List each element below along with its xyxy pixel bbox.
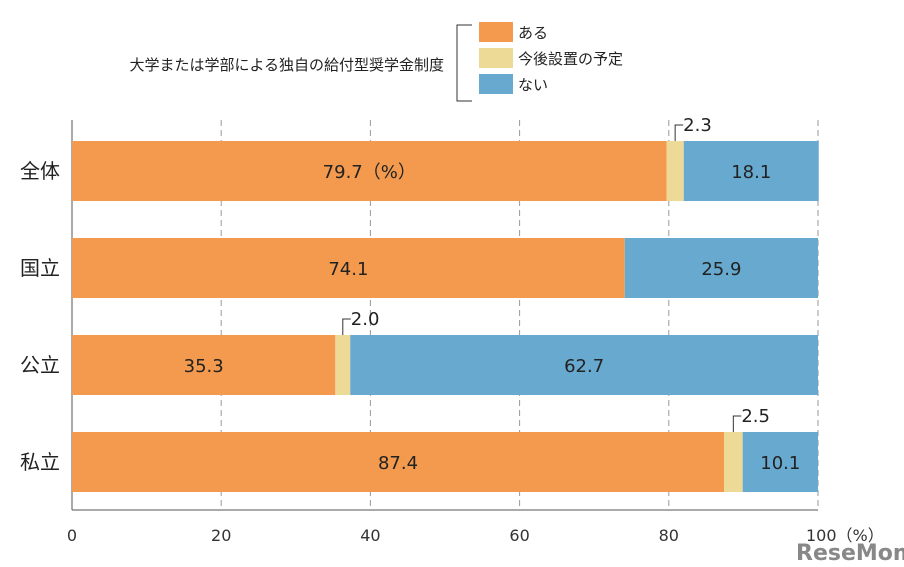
data-label: 2.0 [351,309,380,330]
leader-line [674,124,684,141]
category-label: 全体 [20,159,60,183]
legend-swatch [479,48,513,68]
bar-segment [72,335,336,395]
category-label: 公立 [20,353,60,377]
watermark-logo: ReseMom [796,541,904,566]
category-label: 私立 [20,450,60,474]
legend-swatch [479,74,513,94]
bar-segment [72,238,625,298]
category-label: 国立 [20,256,60,280]
bar-segment [72,141,667,201]
x-tick-label: 0 [67,526,77,545]
bar-segment [72,432,725,492]
bar-segment [666,141,684,201]
data-label: 62.7 [564,356,604,377]
legend-label: ある [518,24,548,42]
data-label: 18.1 [731,162,771,183]
legend-label: 今後設置の予定 [518,50,623,68]
data-label: 87.4 [378,453,418,474]
data-label: 35.3 [184,356,224,377]
data-label: 2.5 [741,406,770,427]
data-label: 74.1 [328,259,368,280]
chart-title: 大学または学部による独自の給付型奨学金制度 [129,56,444,74]
bar-segment [742,432,818,492]
x-tick-label: 100（%） [806,526,884,545]
data-label: 10.1 [760,453,800,474]
bar-segment [624,238,818,298]
data-label: 25.9 [701,259,741,280]
data-label: 2.3 [683,115,712,136]
bar-segment [683,141,819,201]
legend-bracket [456,24,472,102]
bar-segment [335,335,351,395]
bar-segment [724,432,743,492]
x-tick-label: 80 [659,526,679,545]
leader-line [732,415,742,432]
legend-label: ない [518,76,548,94]
x-tick-label: 20 [211,526,231,545]
leader-line [342,318,351,335]
x-tick-label: 40 [360,526,380,545]
legend-swatch [479,22,513,42]
x-tick-label: 60 [509,526,529,545]
bar-segment [350,335,818,395]
data-label: 79.7（%） [323,162,416,183]
